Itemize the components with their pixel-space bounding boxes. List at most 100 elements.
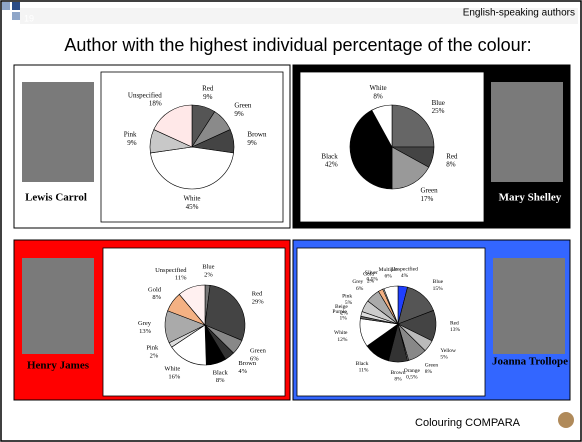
- value-label: 2%: [341, 311, 349, 317]
- value-label: 29%: [252, 298, 265, 305]
- author-name: Joanna Trollope: [492, 356, 568, 368]
- pie-slice: [349, 109, 393, 190]
- value-label: 8%: [152, 294, 161, 301]
- slice-label: Red: [252, 291, 263, 298]
- author-photo: [491, 82, 563, 182]
- slice-label: Orange: [404, 368, 421, 374]
- value-label: 8%: [446, 161, 456, 169]
- value-label: 6%: [356, 286, 364, 292]
- pie-slice: [150, 146, 234, 190]
- value-label: 11%: [359, 367, 369, 373]
- pie-slice: [204, 284, 246, 341]
- value-label: 9%: [234, 110, 244, 118]
- slice-label: Red: [202, 85, 214, 93]
- value-label: 2%: [367, 278, 375, 284]
- value-label: 5%: [345, 300, 353, 306]
- slice-label: Brown: [391, 370, 406, 376]
- author-photo: [22, 82, 94, 182]
- slice-label: White: [183, 194, 200, 202]
- value-label: 5%: [440, 355, 448, 361]
- value-label: 4%: [238, 368, 247, 375]
- slice-label: Black: [321, 152, 338, 160]
- header-band: [20, 8, 578, 24]
- slice-label: Unspecified: [128, 91, 162, 99]
- pie-slice: [178, 284, 206, 326]
- slice-label: Pink: [124, 130, 137, 138]
- slice-label: Red: [450, 320, 459, 326]
- value-label: 17%: [421, 195, 434, 203]
- author-photo: [493, 258, 565, 354]
- value-label: 13%: [139, 328, 152, 335]
- slice-label: White: [164, 366, 180, 373]
- value-label: 1%: [339, 316, 347, 322]
- slice-label: Beige: [335, 304, 348, 310]
- author-photo: [22, 258, 94, 354]
- slice-label: White: [334, 330, 348, 336]
- slice-label: Brown: [247, 130, 267, 138]
- header: English-speaking authors: [463, 8, 575, 19]
- author-name: Lewis Carrol: [25, 192, 87, 204]
- slice-label: Silver: [365, 270, 378, 276]
- value-label: 9%: [203, 93, 213, 101]
- value-label: 11%: [175, 275, 187, 282]
- pie-slice: [391, 104, 435, 148]
- slice-label: Unspecified: [391, 265, 418, 272]
- value-label: 2%: [204, 271, 213, 278]
- slice-label: Black: [213, 369, 229, 376]
- value-label: 8%: [216, 377, 225, 384]
- slice-label: White: [370, 84, 387, 92]
- footer: Colouring COMPARA: [415, 417, 521, 429]
- value-label: 9%: [127, 139, 137, 147]
- slice-label: Green: [425, 363, 439, 369]
- value-label: 9%: [247, 139, 256, 147]
- slice-label: Unspecified: [155, 267, 187, 274]
- slice-label: Blue: [433, 279, 444, 285]
- slice-label: Blue: [202, 264, 214, 271]
- slice-label: Pink: [342, 293, 352, 299]
- value-label: 8%: [394, 377, 402, 383]
- value-label: 13%: [450, 327, 461, 333]
- slice-label: Gold: [363, 272, 374, 278]
- value-label: 8%: [373, 93, 383, 101]
- footer-icon: [558, 412, 574, 428]
- slice-label: Grey: [138, 320, 152, 327]
- slice-label: Blue: [432, 99, 445, 107]
- value-label: 8%: [425, 369, 433, 375]
- pie-slice: [371, 104, 393, 148]
- deco: [12, 2, 20, 10]
- slice-label: Grey: [352, 279, 363, 285]
- pie-slice: [383, 285, 399, 325]
- value-label: 18%: [149, 100, 162, 108]
- value-label: 12%: [337, 337, 348, 343]
- slice-label: Purple: [332, 309, 347, 315]
- deco: [2, 2, 10, 10]
- value-label: 45%: [186, 203, 199, 211]
- value-label: 42%: [325, 161, 338, 169]
- value-label: 15%: [433, 286, 444, 292]
- pie-slice: [391, 146, 430, 190]
- value-label: 6%: [250, 355, 259, 362]
- deco: [12, 12, 20, 20]
- value-label: 25%: [432, 107, 445, 115]
- author-name: Henry James: [27, 360, 90, 372]
- slide-title: Author with the highest individual perce…: [64, 35, 531, 55]
- pie-slice: [153, 104, 193, 148]
- slide-number: 19: [24, 13, 34, 23]
- slice-label: Red: [446, 152, 458, 160]
- slice-label: Pink: [146, 345, 159, 352]
- slice-label: Green: [250, 347, 267, 354]
- value-label: 6%: [384, 274, 392, 280]
- value-label: 4%: [401, 273, 409, 279]
- value-label: 0,5%: [366, 277, 378, 283]
- value-label: 0,5%: [406, 375, 418, 381]
- slice-label: Yellow: [440, 348, 456, 354]
- slice-label: Gold: [148, 286, 162, 293]
- author-name: Mary Shelley: [499, 192, 562, 204]
- slice-label: Green: [234, 102, 252, 110]
- slice-label: Multiple: [379, 267, 399, 273]
- slice-label: Green: [421, 187, 439, 195]
- slice-label: Black: [356, 361, 369, 367]
- value-label: 2%: [150, 352, 159, 359]
